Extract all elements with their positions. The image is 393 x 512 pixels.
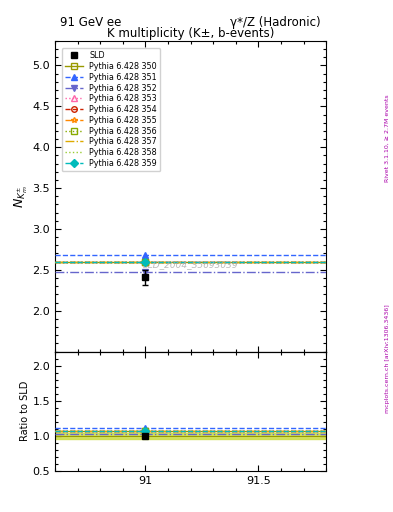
Text: γ*/Z (Hadronic): γ*/Z (Hadronic) [230,15,321,29]
Y-axis label: $N_{K^{\pm}_m}$: $N_{K^{\pm}_m}$ [12,185,29,207]
Text: SLD_2004_S5693039: SLD_2004_S5693039 [143,260,239,269]
Text: 91 GeV ee: 91 GeV ee [61,15,122,29]
Legend: SLD, Pythia 6.428 350, Pythia 6.428 351, Pythia 6.428 352, Pythia 6.428 353, Pyt: SLD, Pythia 6.428 350, Pythia 6.428 351,… [62,48,160,171]
Text: Rivet 3.1.10, ≥ 2.7M events: Rivet 3.1.10, ≥ 2.7M events [385,94,389,182]
Text: mcplots.cern.ch [arXiv:1306.3436]: mcplots.cern.ch [arXiv:1306.3436] [385,304,389,413]
Title: K multiplicity (K±, b-events): K multiplicity (K±, b-events) [107,27,274,40]
Bar [55,433,326,438]
Y-axis label: Ratio to SLD: Ratio to SLD [20,381,29,441]
